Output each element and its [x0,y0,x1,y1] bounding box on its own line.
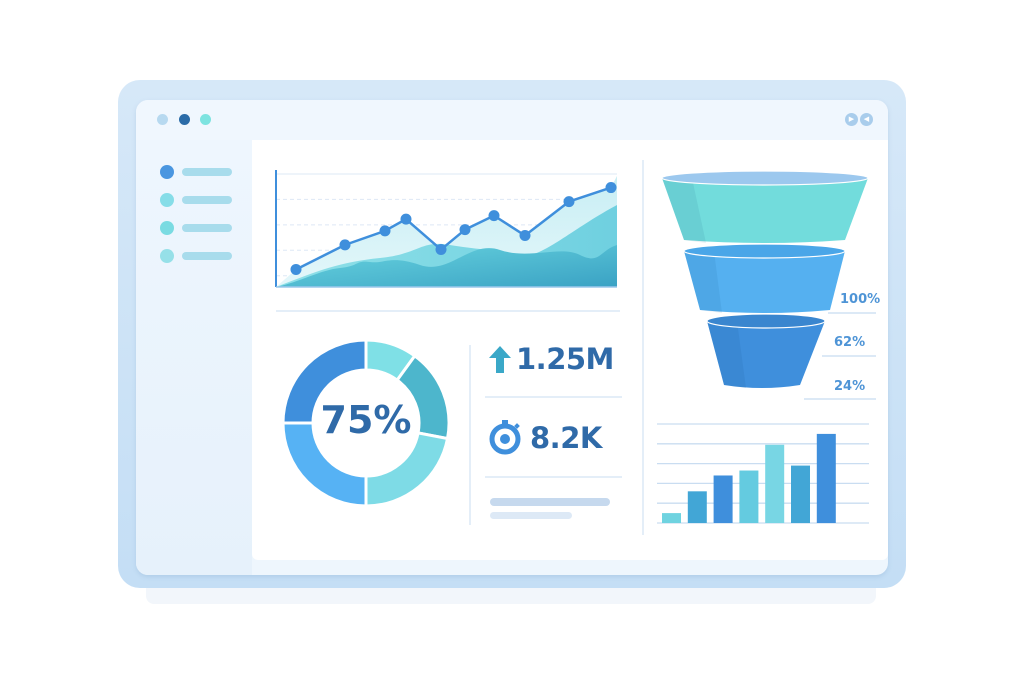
sidebar-item-icon [160,221,174,235]
placeholder-bar [490,512,572,519]
funnel-tier-body [707,321,825,388]
line-chart-point [290,263,302,275]
kpi-revenue-value: 1.25M [516,342,614,376]
funnel-tier-shade [707,321,746,388]
window-dot-1[interactable] [157,114,168,125]
funnel-tier-shade [684,251,722,313]
donut-segment [281,338,368,425]
sidebar-item-icon [160,193,174,207]
bar-chart-bar [739,470,759,523]
sidebar-item-label [182,252,232,260]
donut-segment [364,431,450,508]
line-chart-area-front [276,245,617,287]
funnel-tier-shade [662,178,706,243]
sidebar [136,140,252,575]
line-chart-point [605,182,617,194]
window-dot-3[interactable] [200,114,211,125]
kpi-timer-value: 8.2K [530,421,602,455]
rewind-icon[interactable]: ◀ [860,113,873,126]
line-chart-point [563,196,575,208]
line-chart-point [488,210,500,222]
line-chart-point [339,239,351,251]
line-chart-point [519,230,531,242]
arrow-up-icon [489,346,511,373]
funnel-label-2: 62% [834,335,866,350]
sidebar-item-label [182,168,232,176]
device-stand [146,588,876,604]
funnel-tier-top [683,243,846,259]
funnel-tier-top [661,170,869,186]
window-dot-2[interactable] [179,114,190,125]
bar-chart-bar [765,444,785,523]
sidebar-item-2[interactable] [160,192,250,208]
sidebar-item-icon [160,249,174,263]
bar-chart-bar [713,475,733,523]
line-chart-series [295,186,612,271]
sidebar-item-icon [160,165,174,179]
funnel-label-1: 100% [840,292,881,307]
stopwatch-center [500,434,510,444]
sidebar-item-4[interactable] [160,248,250,264]
title-bar: ▶ ◀ [136,100,888,141]
line-chart-point [459,224,471,236]
sidebar-item-1[interactable] [160,164,250,180]
funnel-tier-body [684,251,845,313]
stopwatch-ring [489,423,521,455]
play-icon[interactable]: ▶ [845,113,858,126]
sidebar-item-label [182,196,232,204]
stopwatch-crown [502,420,508,424]
bar-chart-bar [687,491,707,523]
arrow-up-shape [489,346,511,373]
sidebar-item-3[interactable] [160,220,250,236]
line-chart-point [400,213,412,225]
funnel-tier [706,313,826,388]
line-chart-point [379,225,391,237]
bar-chart-bar [791,465,810,523]
funnel-label-3: 24% [834,379,866,394]
sidebar-item-label [182,224,232,232]
funnel-tier [661,170,869,243]
funnel-tier-top [706,313,826,329]
donut-center-label: 75% [320,398,412,442]
bar-chart-bar [816,433,836,523]
line-chart-point [435,244,447,256]
funnel-tier-body [662,178,868,243]
stopwatch-icon [489,420,521,455]
placeholder-bar [490,498,610,506]
bar-chart-bar [662,513,681,523]
stopwatch-button [514,423,520,429]
funnel-tier [683,243,846,313]
